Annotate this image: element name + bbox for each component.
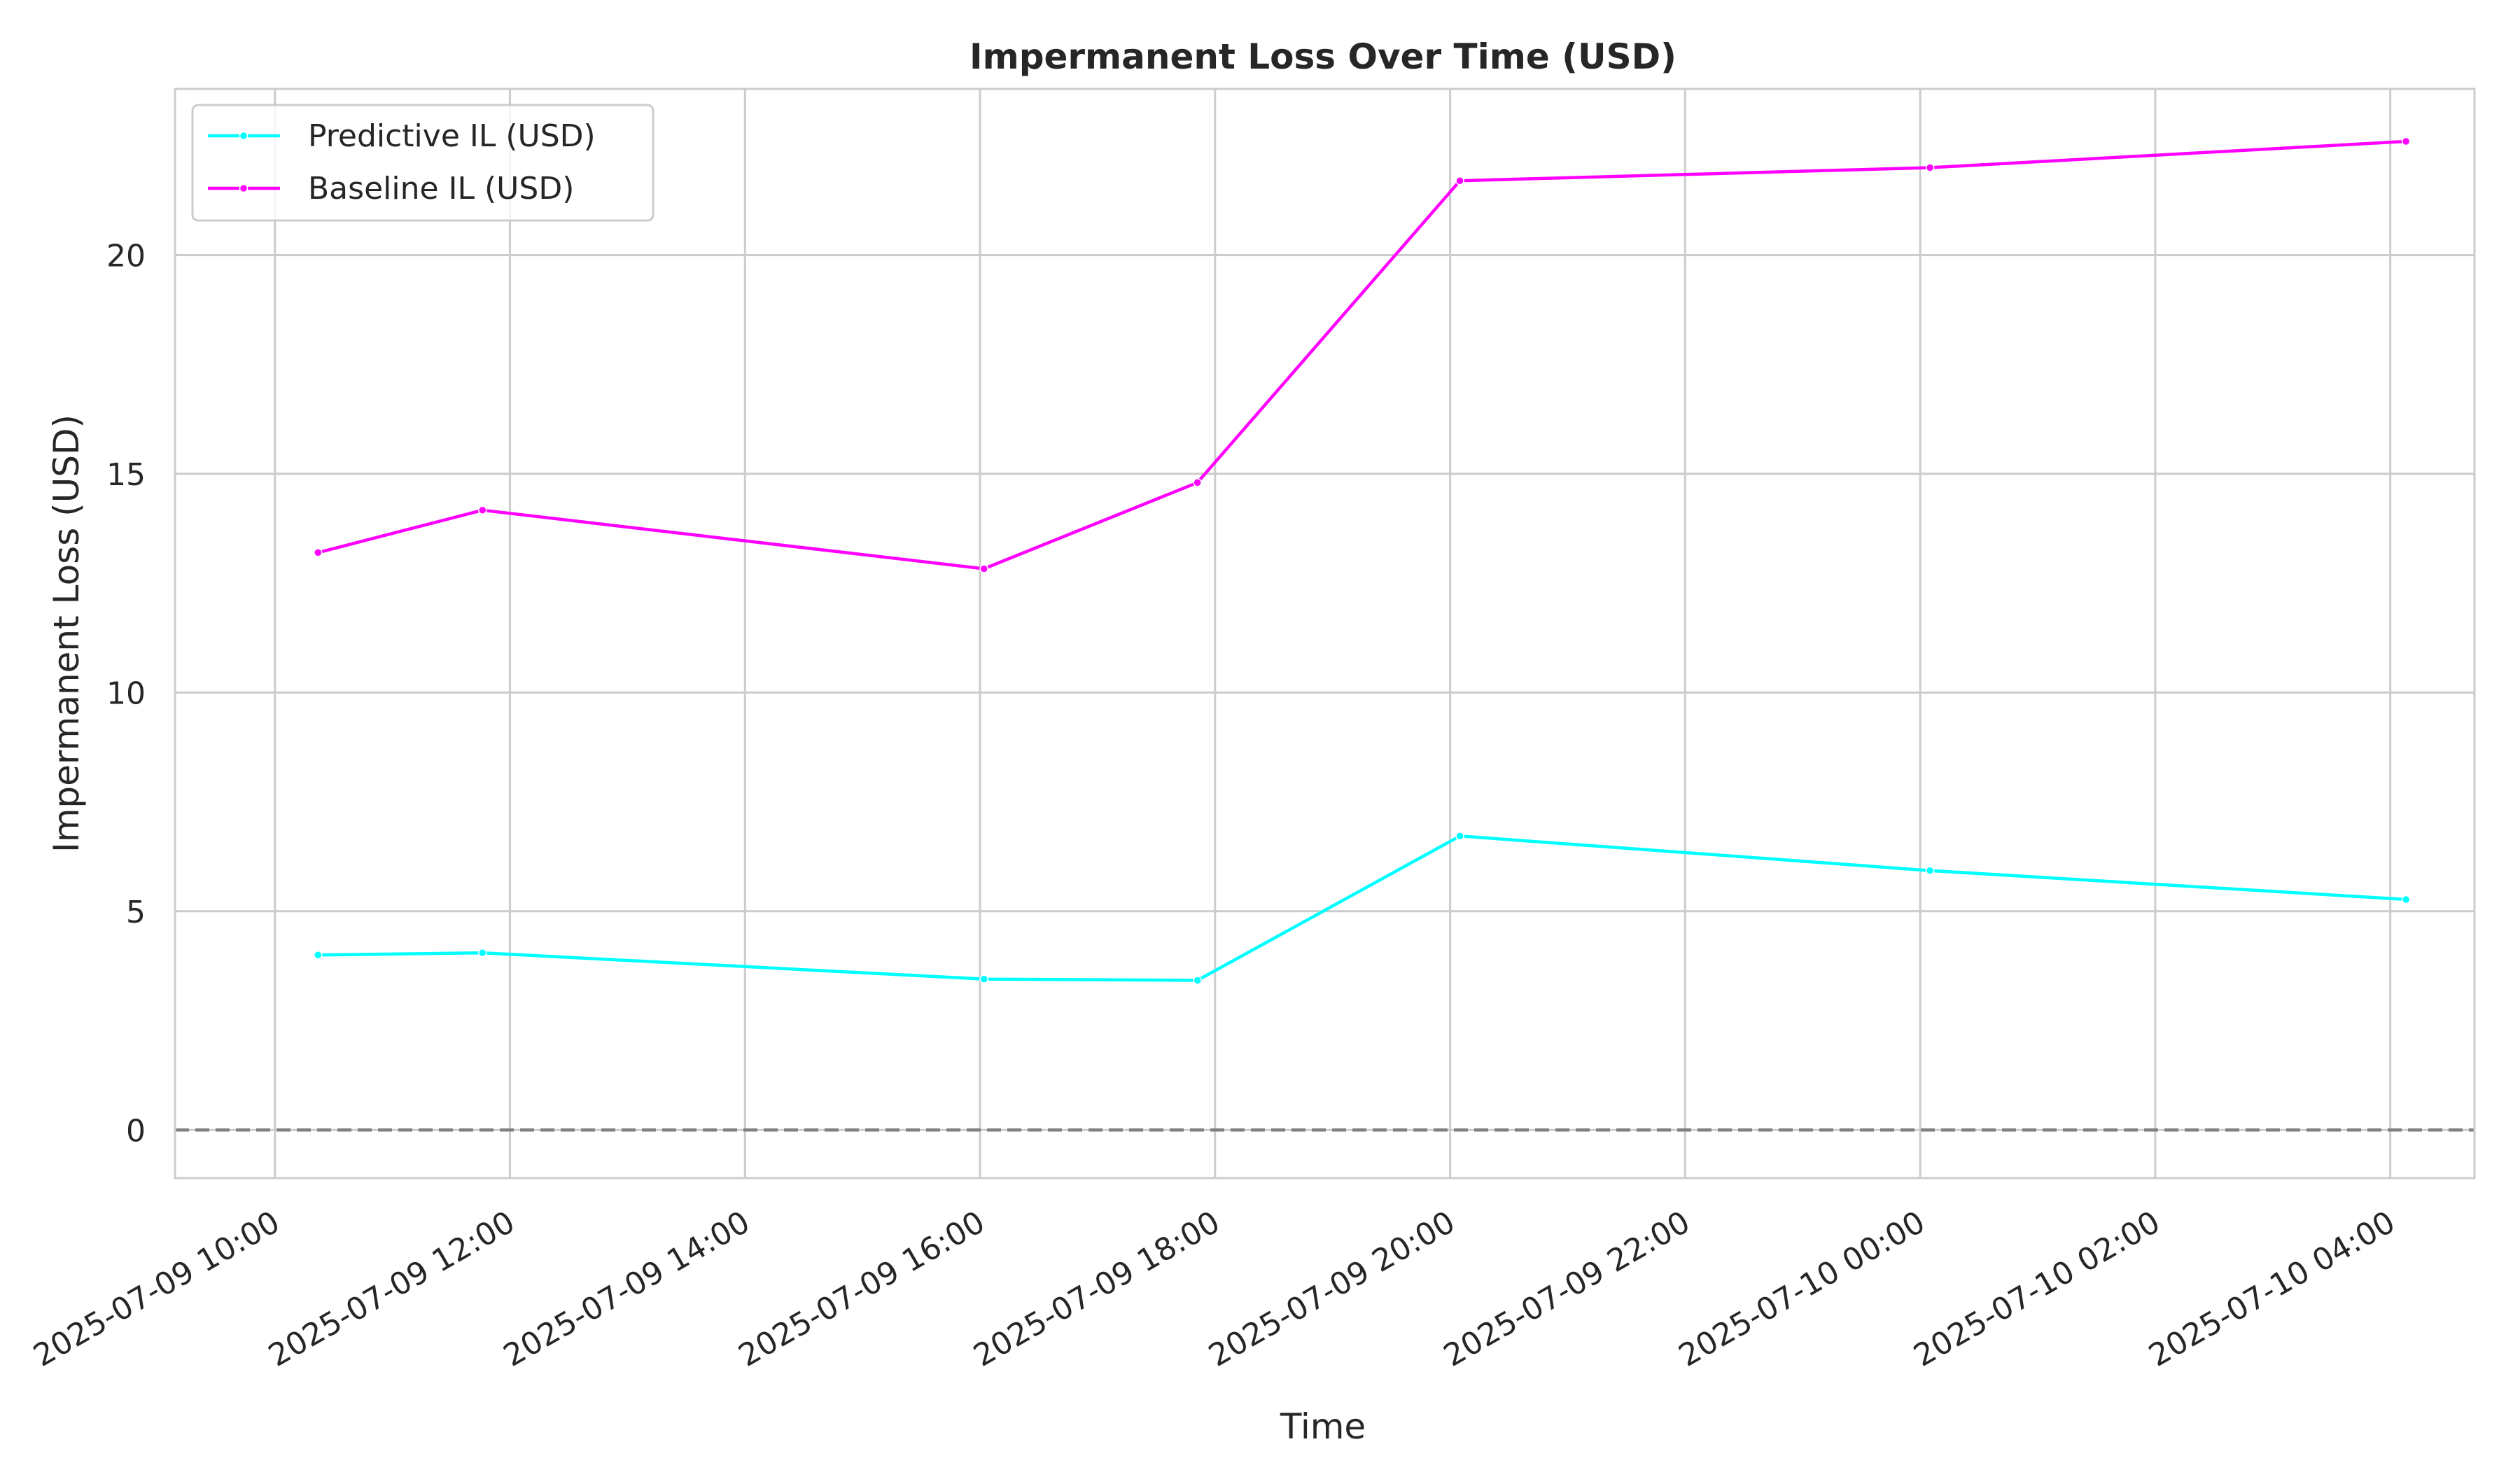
y-tick-label: 15 — [106, 457, 146, 493]
data-point — [979, 564, 988, 573]
legend-item: Baseline IL (USD) — [208, 171, 574, 206]
legend-label: Baseline IL (USD) — [308, 171, 574, 206]
x-axis-label: Time — [1280, 1406, 1366, 1447]
x-tick-label: 2025-07-09 18:00 — [967, 1204, 1226, 1373]
x-tick-label: 2025-07-09 10:00 — [27, 1204, 286, 1373]
data-point — [314, 951, 323, 960]
x-tick-label: 2025-07-09 22:00 — [1438, 1204, 1696, 1373]
y-tick-labels: 0 5 10 15 20 — [106, 238, 146, 1149]
x-tick-label: 2025-07-10 04:00 — [2143, 1204, 2401, 1373]
legend-marker — [239, 183, 248, 193]
data-point — [1193, 976, 1202, 985]
x-tick-label: 2025-07-09 20:00 — [1203, 1204, 1461, 1373]
y-tick-label: 20 — [106, 238, 146, 274]
data-point — [979, 974, 988, 983]
series-1 — [314, 136, 2411, 573]
data-point — [1925, 163, 1935, 172]
x-tick-label: 2025-07-09 16:00 — [733, 1204, 991, 1373]
series-line-0 — [318, 834, 2407, 982]
y-axis-label: Impermanent Loss (USD) — [46, 414, 87, 853]
data-point — [2401, 136, 2411, 146]
legend-item: Predictive IL (USD) — [208, 118, 596, 154]
y-tick-label: 0 — [126, 1113, 146, 1149]
data-point — [1193, 478, 1202, 487]
x-tick-label: 2025-07-09 14:00 — [498, 1204, 756, 1373]
y-tick-label: 5 — [126, 895, 146, 930]
x-tick-label: 2025-07-09 12:00 — [262, 1204, 521, 1373]
legend-box — [191, 104, 654, 222]
data-point — [1455, 832, 1464, 841]
data-point — [2401, 895, 2411, 904]
grid-lines — [175, 89, 2474, 1178]
plot-frame — [174, 88, 2476, 1180]
chart-title: Impermanent Loss Over Time (USD) — [969, 36, 1676, 77]
x-tick-label: 2025-07-10 02:00 — [1908, 1204, 2166, 1373]
data-point — [478, 948, 487, 958]
series-layer — [314, 136, 2411, 985]
x-tick-label: 2025-07-10 00:00 — [1673, 1204, 1931, 1373]
data-point — [1455, 176, 1464, 186]
legend: Predictive IL (USD) Baseline IL (USD) — [191, 104, 654, 222]
data-point — [478, 505, 487, 515]
y-tick-label: 10 — [106, 676, 146, 711]
series-0 — [314, 832, 2411, 985]
legend-label: Predictive IL (USD) — [308, 118, 596, 154]
data-point — [1925, 866, 1935, 875]
legend-marker — [239, 131, 248, 141]
data-point — [314, 548, 323, 557]
